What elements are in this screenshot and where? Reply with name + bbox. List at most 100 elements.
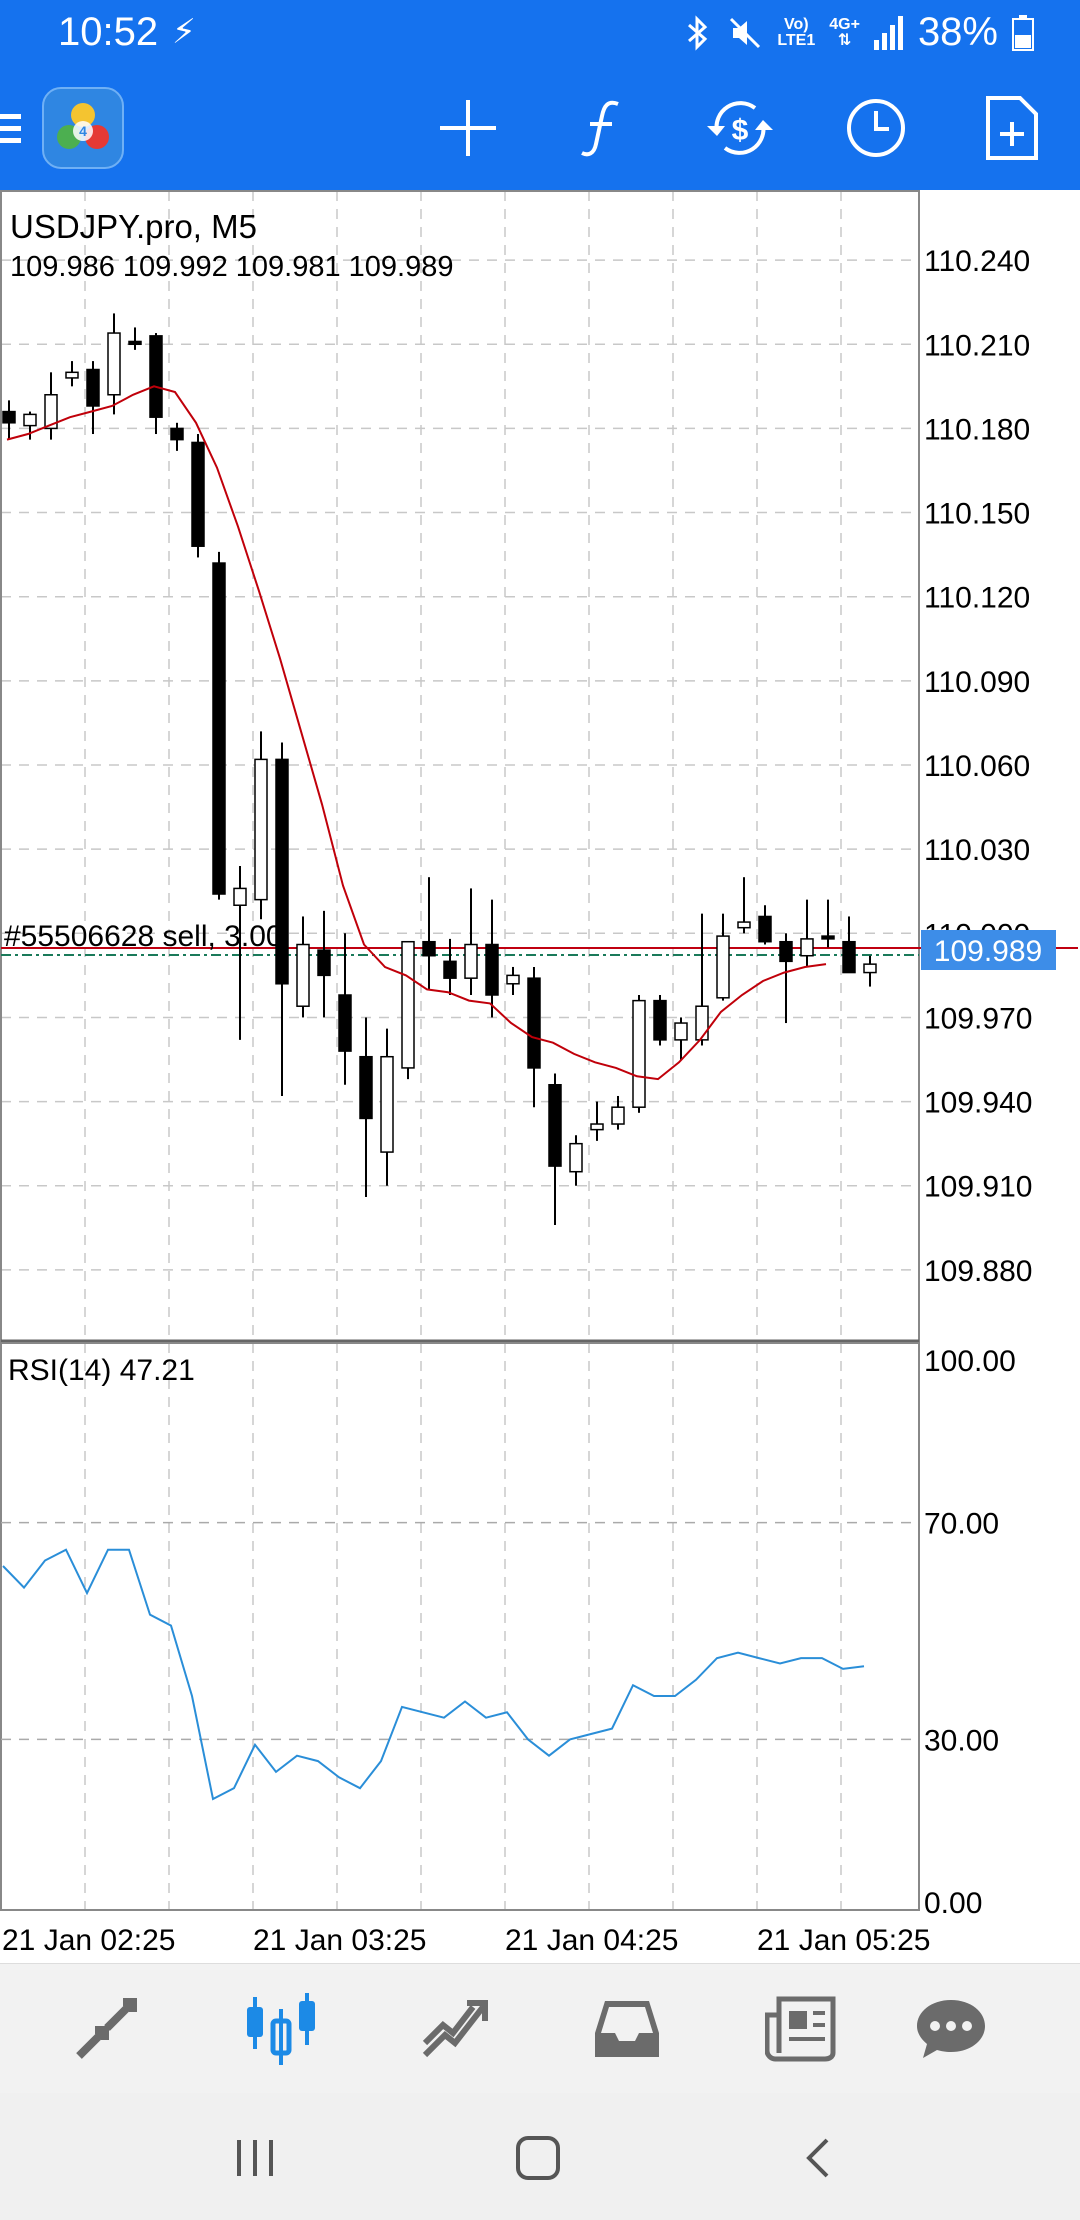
candle-bearish: [422, 940, 436, 957]
rsi-label: RSI(14) 47.21: [8, 1354, 195, 1387]
clock-shape: [847, 99, 905, 157]
current-price-tag: [921, 930, 1056, 970]
candles-shape: [247, 1993, 315, 2065]
add-document-shape: [986, 96, 1038, 160]
candle-bearish: [170, 427, 184, 441]
rsi-tick-label: 30.00: [924, 1724, 999, 1757]
toolbar: 4 $: [0, 66, 1080, 190]
price-tick-label: 110.060: [924, 750, 1030, 783]
back-chevron: [806, 2138, 829, 2178]
network-indicator: 4G+ ⇅: [829, 15, 860, 49]
dollar-cycle-shape: $: [707, 101, 773, 155]
candle-bullish: [296, 943, 310, 1007]
time-tick-label: 21 Jan 02:25: [2, 1924, 175, 1957]
app-logo-icon: 4: [42, 87, 124, 169]
chat-icon[interactable]: [906, 1984, 996, 2074]
price-tick-label: 110.090: [924, 666, 1030, 699]
price-chart[interactable]: 110.240 110.210 110.180 110.150 110.120 110.0…: [0, 190, 1080, 1963]
hamburger-icon[interactable]: [0, 88, 40, 168]
candle-bullish: [233, 887, 247, 906]
chat-bubble-shape: [917, 2000, 985, 2058]
rsi-tick-label: 70.00: [924, 1508, 999, 1541]
price-tick-label: 109.940: [924, 1087, 1032, 1120]
signal-icon: [873, 15, 903, 50]
time-tick-label: 21 Jan 04:25: [505, 1924, 678, 1957]
candle-bearish: [191, 441, 205, 547]
rsi-tick-label: 0.00: [924, 1887, 982, 1920]
candle-bullish: [401, 940, 415, 1069]
candle-bullish: [506, 974, 520, 985]
candle-bullish: [107, 332, 121, 396]
price-tick-label: 110.030: [924, 834, 1030, 867]
trade-icon[interactable]: [410, 1984, 500, 2074]
rsi-tick-label: 100.00: [924, 1345, 1016, 1378]
add-document-icon[interactable]: [972, 88, 1052, 168]
volte-indicator: Vo) LTE1: [777, 15, 816, 49]
order-label: #55506628 sell, 3.00: [4, 920, 283, 953]
candle-bullish: [695, 1005, 709, 1041]
status-time: 10:52: [58, 10, 159, 54]
candle-bearish: [275, 758, 289, 985]
history-icon[interactable]: [582, 1984, 672, 2074]
candle-bullish: [800, 938, 814, 957]
status-bar: 10:52 ⚡ Vo) LTE1 4G+ ⇅ 38%: [0, 0, 1080, 66]
candle-bearish: [485, 943, 499, 996]
candle-bullish: [569, 1142, 583, 1173]
candle-bearish: [338, 994, 352, 1052]
price-tick-label: 110.180: [924, 413, 1030, 446]
candle-bearish: [653, 999, 667, 1041]
menu-lines: [0, 114, 21, 143]
candle-bullish: [65, 371, 79, 379]
back-icon[interactable]: [784, 2123, 854, 2193]
candle-bearish: [821, 935, 835, 940]
home-square: [516, 2136, 560, 2180]
candle-bearish: [527, 977, 541, 1069]
candle-bullish: [23, 413, 37, 427]
dollar-cycle-icon[interactable]: $: [700, 88, 780, 168]
system-navigation: [0, 2093, 1080, 2220]
mute-icon: [730, 17, 761, 48]
metatrader-logo[interactable]: 4: [42, 87, 124, 169]
candle-bullish: [590, 1123, 604, 1131]
price-tick-label: 109.910: [924, 1171, 1032, 1204]
newspaper-shape: [765, 1996, 836, 2062]
rsi-chart-frame: [0, 1342, 920, 1911]
battery-percent: 38%: [917, 10, 998, 54]
news-icon[interactable]: [756, 1984, 846, 2074]
candle-bullish: [863, 963, 877, 974]
candle-bullish: [737, 921, 751, 929]
svg-text:4: 4: [79, 123, 87, 139]
clock-icon[interactable]: [836, 88, 916, 168]
candle-bearish: [842, 940, 856, 974]
candle-bullish: [611, 1106, 625, 1125]
home-icon[interactable]: [503, 2123, 573, 2193]
current-price-label: 109.989: [934, 935, 1042, 968]
candle-bullish: [44, 394, 58, 430]
main-chart-frame: [0, 190, 920, 1342]
candle-bearish: [758, 915, 772, 943]
symbol-title: USDJPY.pro, M5: [10, 208, 257, 245]
candle-bearish: [2, 410, 16, 424]
function-icon[interactable]: [564, 88, 644, 168]
rsi-axis: 100.00 70.00 30.00 0.00: [1, 1345, 1016, 1920]
status-icons: Vo) LTE1 4G+ ⇅ 38%: [683, 10, 1034, 55]
candle-bullish: [716, 935, 730, 999]
lightning-icon: ⚡: [172, 13, 196, 51]
chart-icon[interactable]: [236, 1984, 326, 2074]
crosshair-icon[interactable]: [428, 88, 508, 168]
price-tick-label: 110.210: [924, 329, 1030, 362]
trade-trend-shape: [422, 2000, 488, 2058]
price-tick-label: 110.150: [924, 498, 1030, 531]
rsi-line: [2, 1548, 865, 1801]
recents-icon[interactable]: [221, 2123, 291, 2193]
battery-icon: [1012, 14, 1034, 51]
candle-bearish: [317, 949, 331, 977]
inbox-shape: [595, 2001, 659, 2057]
time-tick-label: 21 Jan 05:25: [757, 1924, 930, 1957]
time-axis: 21 Jan 02:25 21 Jan 03:25 21 Jan 04:25 21 J…: [2, 1924, 930, 1957]
price-tick-label: 110.240: [924, 245, 1030, 278]
ohlc-values: 109.986 109.992 109.981 109.989: [10, 251, 453, 283]
chart-area[interactable]: 110.240 110.210 110.180 110.150 110.120 110.0…: [0, 190, 1080, 1963]
price-tick-label: 109.970: [924, 1002, 1032, 1035]
quotes-icon[interactable]: [61, 1984, 151, 2074]
